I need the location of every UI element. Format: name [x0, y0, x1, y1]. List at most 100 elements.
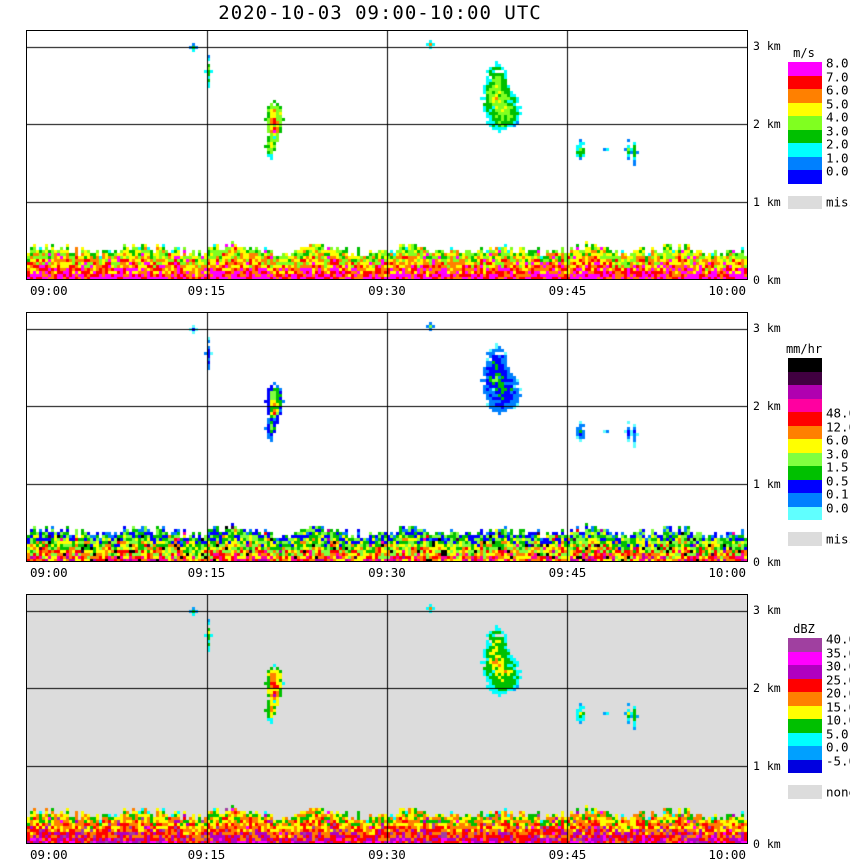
y-tick-label: 0 km: [753, 555, 781, 569]
page-title: 2020-10-03 09:00-10:00 UTC: [218, 2, 542, 24]
colorbar-swatch: [788, 75, 822, 89]
colorbar-swatch: [788, 358, 822, 372]
colorbar-swatches-fall-velocity: [788, 62, 822, 184]
colorbar-tick-label: 12.0: [826, 419, 850, 434]
y-tick-label: 3 km: [753, 38, 781, 53]
colorbar-tick-label: 40.0: [826, 631, 850, 647]
colorbar-swatch: [788, 719, 822, 733]
colorbar-tick-label: 0.1: [826, 486, 849, 502]
colorbar-swatch: [788, 412, 822, 426]
colorbar-tick-label: -5.0: [826, 753, 850, 768]
colorbar-swatch: [788, 89, 822, 103]
colorbar-tick-label: 0.0: [826, 500, 849, 515]
colorbar-swatch: [788, 62, 822, 76]
colorbar-swatch: [788, 385, 822, 399]
x-tick-label: 09:30: [368, 565, 406, 580]
plot-area-fall-velocity[interactable]: [26, 30, 748, 280]
colorbar-tick-label: 8.0: [826, 55, 849, 71]
x-tick-label: 09:15: [187, 847, 226, 862]
colorbar-missing-label: miss: [826, 531, 850, 547]
y-tick-label: 2 km: [753, 116, 781, 131]
colorbar-tick-label: 0.0: [826, 739, 849, 755]
x-tick-label: 09:00: [30, 847, 68, 862]
colorbar-tick-label: 5.0: [826, 726, 849, 741]
y-tick-label: 1 km: [753, 194, 781, 209]
colorbar-tick-label: 48.0: [826, 405, 850, 421]
colorbar-swatch: [788, 466, 822, 480]
colorbar-tick-label: 4.0: [826, 109, 849, 125]
colorbar-tick-label: 15.0: [826, 699, 850, 714]
y-tick-label: 2 km: [753, 398, 781, 413]
colorbar-swatch: [788, 651, 822, 665]
colorbar-unit-reflectivity: dBZ: [793, 622, 815, 636]
panel-fall-velocity: [26, 30, 748, 280]
colorbar-tick-label: 1.0: [826, 150, 849, 165]
colorbar-swatch: [788, 759, 822, 773]
colorbar-swatch: [788, 156, 822, 170]
plot-area-reflectivity[interactable]: [26, 594, 748, 844]
x-tick-label: 09:00: [30, 283, 68, 298]
colorbar-missing-swatch: [788, 532, 822, 546]
colorbar-swatch: [788, 732, 822, 746]
x-tick-label: 10:00: [708, 847, 746, 862]
colorbar-swatch: [788, 665, 822, 679]
colorbar-swatch: [788, 506, 822, 520]
y-tick-label: 3 km: [753, 320, 781, 335]
colorbar-tick-label: 0.5: [826, 473, 849, 488]
colorbar-swatch: [788, 398, 822, 412]
heatmap-canvas-rain-intensity: [27, 313, 747, 561]
heatmap-canvas-reflectivity: [27, 595, 747, 843]
x-tick-label: 09:45: [548, 283, 587, 298]
colorbar-tick-label: 25.0: [826, 672, 850, 687]
colorbar-swatch: [788, 170, 822, 184]
colorbar-missing-swatch: [788, 195, 822, 209]
panel-ylabel-reflectivity: Reflectivity: [0, 594, 68, 844]
heatmap-canvas-fall-velocity: [27, 31, 747, 279]
x-tick-label: 10:00: [708, 283, 746, 298]
colorbar-tick-label: 7.0: [826, 69, 849, 84]
y-tick-label: 0 km: [753, 273, 781, 287]
colorbar-swatch: [788, 452, 822, 466]
colorbar-tick-label: 35.0: [826, 645, 850, 660]
panel-reflectivity: [26, 594, 748, 844]
colorbar-tick-label: 30.0: [826, 658, 850, 674]
colorbar-swatch: [788, 479, 822, 493]
colorbar-swatch: [788, 678, 822, 692]
colorbar-missing-label: miss: [826, 194, 850, 210]
colorbar-swatch: [788, 116, 822, 130]
colorbar-swatch: [788, 638, 822, 652]
y-tick-label: 1 km: [753, 758, 781, 773]
colorbar-tick-label: 10.0: [826, 712, 850, 728]
colorbar-swatch: [788, 371, 822, 385]
y-tick-label: 3 km: [753, 602, 781, 617]
colorbar-swatch: [788, 102, 822, 116]
colorbar-swatches-rain-intensity: [788, 358, 822, 520]
x-tick-label: 09:15: [187, 565, 226, 580]
colorbar-missing-swatch: [788, 785, 822, 799]
x-tick-label: 10:00: [708, 565, 746, 580]
colorbar-swatch: [788, 439, 822, 453]
colorbar-unit-fall-velocity: m/s: [793, 46, 815, 60]
colorbar-tick-label: 3.0: [826, 123, 849, 138]
x-tick-label: 09:15: [187, 283, 226, 298]
colorbar-swatch: [788, 425, 822, 439]
colorbar-tick-label: 6.0: [826, 82, 849, 98]
x-tick-label: 09:45: [548, 565, 587, 580]
x-tick-label: 09:00: [30, 565, 68, 580]
colorbar-tick-label: 20.0: [826, 685, 850, 701]
x-tick-label: 09:30: [368, 847, 406, 862]
colorbar-swatch: [788, 746, 822, 760]
panel-ylabel-fall-velocity: Fall Velocity: [0, 30, 73, 280]
y-tick-label: 1 km: [753, 476, 781, 491]
colorbar-swatch: [788, 143, 822, 157]
colorbar-unit-rain-intensity: mm/hr: [785, 342, 823, 356]
x-tick-label: 09:30: [368, 283, 406, 298]
colorbar-tick-label: 5.0: [826, 96, 849, 111]
colorbar-swatch: [788, 129, 822, 143]
plot-area-rain-intensity[interactable]: [26, 312, 748, 562]
y-tick-label: 2 km: [753, 680, 781, 695]
panel-ylabel-rain-intensity: Rain Intensity: [0, 312, 83, 562]
colorbar-swatch: [788, 705, 822, 719]
panel-rain-intensity: [26, 312, 748, 562]
colorbar-tick-label: 6.0: [826, 432, 849, 448]
